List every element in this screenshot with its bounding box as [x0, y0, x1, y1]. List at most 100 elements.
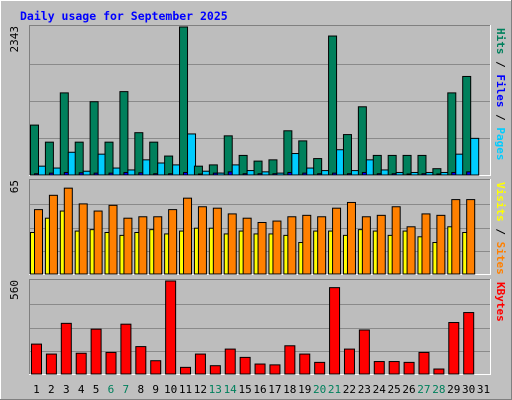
bar-sites-day-21	[332, 207, 342, 275]
bar-sites-day-15	[242, 217, 252, 275]
bar-sites-day-22	[346, 201, 356, 275]
x-tick-label: 22	[343, 383, 356, 396]
bar-pages-day-30	[470, 137, 480, 176]
bar-kbytes-day-5	[90, 328, 102, 375]
x-tick-label: 3	[63, 383, 70, 396]
bar-hits-day-27	[417, 154, 427, 176]
x-axis-labels: 1 2 3 4 5 6 7 8 9 10 11 12 13 14 15 16 17 18 19 20 21 22 23 24 2…	[33, 383, 490, 396]
bar-hits-day-30	[462, 75, 472, 176]
x-tick-label: 6	[108, 383, 115, 396]
bar-sites-day-17	[272, 220, 282, 275]
bar-kbytes-day-12	[194, 353, 206, 375]
bar-sites-day-16	[257, 221, 267, 275]
x-tick-label: 27	[417, 383, 430, 396]
bar-kbytes-day-27	[418, 351, 430, 375]
bar-kbytes-day-6	[105, 351, 117, 375]
bar-pages-day-11	[187, 133, 197, 176]
bar-kbytes-day-28	[433, 368, 445, 375]
bar-kbytes-day-2	[45, 353, 57, 375]
bar-sites-day-28	[436, 214, 446, 275]
panel-hits: 2343 Hits / Files / Pages	[8, 25, 507, 176]
bar-hits-day-7	[119, 91, 129, 176]
x-tick-label: 2	[48, 383, 55, 396]
bar-hits-day-29	[447, 92, 457, 176]
bar-kbytes-day-21	[329, 287, 341, 375]
bar-kbytes-day-26	[403, 361, 415, 375]
y-max-label: 2343	[8, 26, 21, 53]
x-tick-label: 21	[328, 383, 341, 396]
bar-hits-day-10	[164, 155, 174, 176]
bar-kbytes-day-16	[254, 363, 266, 375]
bar-hits-day-1	[30, 124, 39, 176]
bar-kbytes-day-10	[165, 280, 177, 375]
bar-kbytes-day-8	[135, 346, 147, 375]
x-tick-label: 24	[373, 383, 387, 396]
bar-sites-day-18	[287, 216, 297, 275]
bar-kbytes-day-7	[120, 323, 132, 375]
bar-sites-day-3	[63, 187, 73, 275]
bar-sites-day-20	[317, 216, 327, 275]
x-tick-label: 26	[402, 383, 415, 396]
bar-kbytes-day-24	[373, 361, 385, 375]
bar-sites-day-19	[302, 214, 312, 275]
x-tick-label: 16	[253, 383, 266, 396]
bar-sites-day-7	[123, 217, 133, 275]
y-max-label: 65	[8, 180, 21, 193]
bar-hits-day-4	[74, 141, 84, 176]
x-tick-label: 4	[78, 383, 85, 396]
x-tick-label: 23	[358, 383, 371, 396]
bar-sites-day-24	[376, 214, 386, 275]
bar-sites-day-29	[451, 199, 461, 275]
bar-kbytes-day-22	[343, 348, 355, 375]
bar-kbytes-day-18	[284, 345, 296, 375]
bar-hits-day-19	[298, 140, 308, 176]
bar-kbytes-day-19	[299, 353, 311, 375]
bar-hits-day-3	[59, 92, 69, 176]
bar-hits-day-5	[89, 101, 99, 176]
x-tick-label: 20	[313, 383, 326, 396]
bar-kbytes-day-11	[180, 366, 192, 375]
bar-hits-day-25	[387, 154, 397, 176]
x-tick-label: 29	[447, 383, 460, 396]
bar-sites-day-12	[197, 206, 207, 275]
bar-sites-day-27	[421, 213, 431, 275]
bar-hits-day-20	[313, 158, 323, 176]
x-tick-label: 14	[224, 383, 238, 396]
bar-sites-day-9	[153, 216, 163, 275]
bar-kbytes-day-23	[358, 329, 370, 375]
bar-kbytes-day-4	[75, 352, 87, 375]
bar-kbytes-day-9	[150, 360, 162, 375]
bar-sites-day-10	[168, 209, 178, 275]
bar-kbytes-day-17	[269, 364, 281, 375]
bar-hits-day-17	[268, 159, 278, 176]
bar-hits-day-11	[179, 26, 189, 176]
x-tick-label: 30	[462, 383, 475, 396]
x-tick-label: 25	[388, 383, 401, 396]
bar-hits-day-24	[372, 154, 382, 176]
bar-hits-day-9	[149, 141, 159, 176]
bar-kbytes-day-3	[60, 322, 72, 375]
chart-title: Daily usage for September 2025	[20, 9, 228, 23]
bar-kbytes-day-20	[314, 361, 326, 375]
x-tick-label: 15	[238, 383, 251, 396]
x-tick-label: 13	[209, 383, 222, 396]
bar-sites-day-1	[34, 209, 43, 275]
bar-kbytes-day-30	[463, 312, 475, 375]
x-tick-label: 11	[179, 383, 192, 396]
bar-hits-day-6	[104, 141, 114, 176]
bar-kbytes-day-13	[209, 365, 221, 375]
bar-hits-day-8	[134, 132, 144, 176]
bar-kbytes-day-15	[239, 356, 251, 375]
bar-sites-day-25	[391, 206, 401, 275]
panel-visits: 65 Visits / Sites	[8, 179, 507, 275]
panel-kbytes: 560 KBytes	[8, 279, 507, 375]
bar-sites-day-14	[227, 213, 237, 275]
y-max-label: 560	[8, 280, 21, 300]
bar-sites-day-26	[406, 226, 416, 275]
x-tick-label: 7	[123, 383, 130, 396]
bar-hits-day-2	[44, 141, 54, 176]
bar-sites-day-5	[93, 210, 103, 275]
series-label-visits: Visits / Sites	[494, 182, 507, 275]
bar-hits-day-22	[342, 134, 352, 176]
